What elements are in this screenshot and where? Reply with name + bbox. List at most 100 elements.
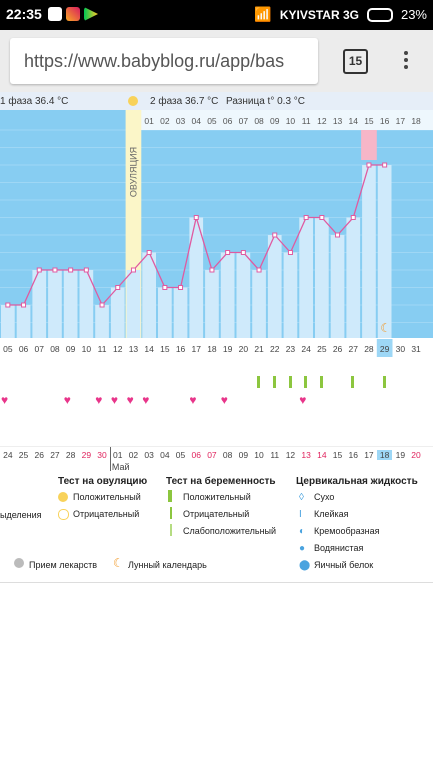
today-cell bbox=[376, 339, 393, 357]
intercourse-heart-icon[interactable]: ♥ bbox=[1, 393, 9, 407]
intercourse-heart-icon[interactable]: ♥ bbox=[299, 393, 307, 407]
temperature-bar bbox=[205, 270, 219, 338]
egg-white-icon: ⬤ bbox=[299, 560, 311, 571]
month-separator bbox=[109, 447, 111, 471]
ovulation-label: ОВУЛЯЦИЯ bbox=[128, 147, 138, 197]
legend-preg-weak: Слабоположительный bbox=[183, 526, 277, 536]
temperature-point[interactable] bbox=[303, 215, 309, 220]
temperature-bar bbox=[16, 305, 31, 338]
temperature-point[interactable] bbox=[209, 267, 215, 273]
cycle-day-bottom: 11 bbox=[98, 344, 107, 354]
phase1-label: 1 фаза 36.4 °C bbox=[0, 96, 69, 107]
temperature-bar bbox=[63, 270, 78, 338]
temperature-bar bbox=[283, 252, 298, 338]
temperature-point[interactable] bbox=[382, 162, 388, 168]
temperature-point[interactable] bbox=[5, 302, 11, 308]
legend-ovulation-neg: Отрицательный bbox=[73, 509, 140, 519]
cycle-day-bottom: 24 bbox=[301, 344, 311, 354]
pregnancy-test-marker[interactable] bbox=[257, 376, 261, 388]
cycle-day-bottom: 26 bbox=[333, 344, 343, 354]
url-bar[interactable]: https://www.babyblog.ru/app/bas bbox=[10, 38, 318, 84]
phase2-label: 2 фаза 36.7 °C bbox=[150, 96, 219, 107]
temperature-bar bbox=[315, 217, 329, 338]
url-text: https://www.babyblog.ru/app/bas bbox=[24, 51, 285, 71]
cycle-day-label: 17 bbox=[396, 116, 406, 126]
temperature-point[interactable] bbox=[21, 302, 27, 308]
pregnancy-test-marker[interactable] bbox=[288, 376, 292, 388]
cycle-day-bottom: 13 bbox=[129, 344, 139, 354]
status-time: 22:35 bbox=[6, 6, 42, 22]
cycle-day-label: 08 bbox=[254, 116, 264, 126]
ovulation-positive-icon bbox=[58, 492, 68, 502]
temperature-bar bbox=[252, 270, 266, 338]
temperature-point[interactable] bbox=[240, 250, 246, 255]
calendar-date: 02 bbox=[128, 450, 139, 460]
intercourse-heart-icon[interactable]: ♥ bbox=[110, 393, 119, 407]
preg-positive-icon bbox=[168, 490, 172, 502]
cycle-day-label: 14 bbox=[349, 116, 359, 126]
phase-info-bar: 1 фаза 36.4 °C 2 фаза 36.7 °C Разница t°… bbox=[0, 92, 433, 110]
legend-moon: Лунный календарь bbox=[128, 560, 207, 570]
temperature-point[interactable] bbox=[272, 232, 278, 238]
cycle-day-bottom: 28 bbox=[364, 344, 374, 354]
intercourse-heart-icon[interactable]: ♥ bbox=[63, 393, 71, 407]
temperature-point[interactable] bbox=[366, 162, 372, 168]
intercourse-heart-icon[interactable]: ♥ bbox=[142, 393, 150, 407]
pregnancy-test-marker[interactable] bbox=[351, 376, 355, 388]
legend-cm-watery: Водянистая bbox=[314, 543, 364, 553]
temperature-point[interactable] bbox=[178, 285, 184, 290]
intercourse-heart-icon[interactable]: ♥ bbox=[95, 393, 103, 407]
temperature-point[interactable] bbox=[193, 215, 199, 220]
temperature-point[interactable] bbox=[335, 232, 341, 238]
calendar-date: 25 bbox=[18, 450, 29, 460]
temperature-point[interactable] bbox=[350, 215, 356, 220]
temperature-point[interactable] bbox=[83, 267, 89, 273]
legend-discharge: ыделения bbox=[0, 510, 42, 520]
calendar-date: 03 bbox=[144, 450, 154, 460]
temperature-point[interactable] bbox=[130, 267, 136, 273]
cycle-day-bottom: 12 bbox=[113, 344, 123, 354]
cycle-day-label: 04 bbox=[192, 116, 202, 126]
temperature-point[interactable] bbox=[162, 285, 168, 290]
intercourse-heart-icon[interactable]: ♥ bbox=[189, 393, 197, 407]
temperature-point[interactable] bbox=[319, 215, 325, 220]
calendar-date: 06 bbox=[191, 450, 201, 460]
intercourse-heart-icon[interactable]: ♥ bbox=[220, 393, 228, 407]
ovulation-negative-icon bbox=[58, 509, 69, 520]
month-label: Май bbox=[111, 462, 130, 472]
wifi-icon: 📶 bbox=[254, 6, 272, 22]
temperature-point[interactable] bbox=[225, 250, 231, 255]
pregnancy-test-marker[interactable] bbox=[272, 376, 276, 388]
cycle-day-bottom: 23 bbox=[286, 344, 296, 354]
temperature-point[interactable] bbox=[146, 250, 152, 255]
legend-cm-sticky: Клейкая bbox=[314, 509, 349, 519]
temperature-point[interactable] bbox=[52, 267, 58, 273]
temperature-bar bbox=[48, 270, 62, 338]
pregnancy-test-marker[interactable] bbox=[320, 376, 323, 388]
temperature-point[interactable] bbox=[256, 267, 262, 273]
calendar-date: 12 bbox=[285, 450, 296, 460]
creamy-icon: ◐ bbox=[299, 526, 306, 537]
cycle-day-label: 06 bbox=[223, 116, 233, 126]
cycle-day-bottom: 31 bbox=[411, 344, 421, 354]
play-store-icon bbox=[84, 7, 98, 21]
pregnancy-test-marker[interactable] bbox=[382, 376, 386, 388]
temperature-point[interactable] bbox=[287, 250, 293, 255]
intercourse-heart-icon[interactable]: ♥ bbox=[126, 393, 134, 407]
temperature-point[interactable] bbox=[99, 302, 105, 308]
calendar-date: 29 bbox=[81, 450, 92, 460]
temperature-point[interactable] bbox=[68, 267, 74, 273]
temperature-point[interactable] bbox=[36, 267, 42, 273]
cycle-day-bottom: 22 bbox=[270, 344, 280, 354]
cycle-day-bottom: 17 bbox=[192, 344, 202, 354]
pregnancy-test-marker[interactable] bbox=[304, 376, 308, 388]
legend-meds: Прием лекарств bbox=[29, 560, 98, 570]
calendar-date: 24 bbox=[3, 450, 13, 460]
page-blank-area bbox=[0, 582, 433, 771]
dates-row: 24 25 26 27 28 29 30 01 02 03 04 05 06 07 08 09 10 11 12 13… bbox=[0, 446, 433, 473]
cycle-day-bottom: 06 bbox=[19, 344, 29, 354]
legend-preg-neg: Отрицательный bbox=[183, 509, 250, 519]
tabs-button[interactable]: 15 bbox=[343, 49, 368, 74]
temperature-point[interactable] bbox=[115, 285, 121, 290]
menu-button[interactable] bbox=[396, 48, 416, 76]
